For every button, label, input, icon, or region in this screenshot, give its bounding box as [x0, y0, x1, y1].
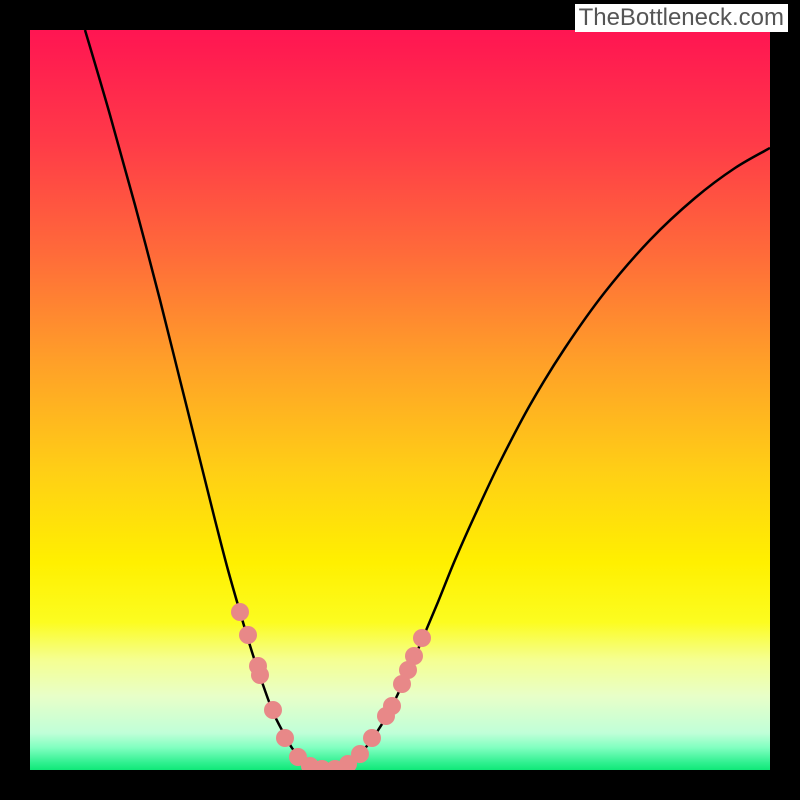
gradient-background	[30, 30, 770, 770]
chart-svg	[30, 30, 770, 770]
plot-area	[30, 30, 770, 770]
watermark-text: TheBottleneck.com	[575, 4, 788, 32]
data-marker	[383, 697, 401, 715]
data-marker	[231, 603, 249, 621]
data-marker	[405, 647, 423, 665]
data-marker	[264, 701, 282, 719]
data-marker	[251, 666, 269, 684]
data-marker	[351, 745, 369, 763]
chart-container: TheBottleneck.com	[0, 0, 800, 800]
data-marker	[413, 629, 431, 647]
data-marker	[239, 626, 257, 644]
data-marker	[276, 729, 294, 747]
data-marker	[363, 729, 381, 747]
